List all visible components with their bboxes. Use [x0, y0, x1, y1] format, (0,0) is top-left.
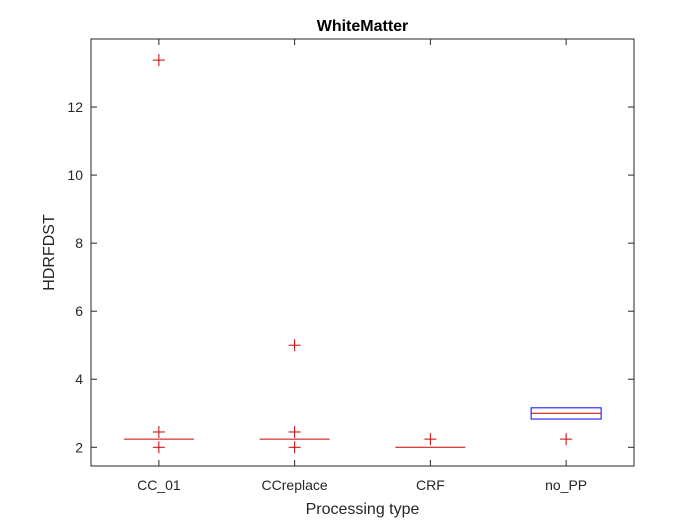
y-axis-label: HDRFDST [41, 214, 58, 291]
x-tick-label: CC_01 [137, 477, 181, 493]
y-tick-label: 12 [67, 99, 83, 115]
box-group [530, 407, 602, 446]
outlier-marker [560, 433, 573, 446]
x-tick-label: CCreplace [262, 477, 328, 493]
x-axis: CC_01 CCreplace CRF no_PP [137, 39, 587, 493]
y-tick-label: 10 [67, 167, 83, 183]
y-tick-label: 2 [75, 439, 83, 455]
outlier-marker [152, 441, 165, 454]
outlier-marker [288, 425, 301, 438]
y-axis: 2 4 6 8 10 12 [67, 99, 634, 455]
x-tick-label: no_PP [545, 477, 587, 493]
chart-title: WhiteMatter [317, 18, 409, 35]
outlier-marker [288, 441, 301, 454]
box-group [395, 433, 466, 448]
y-tick-label: 4 [75, 371, 83, 387]
outlier-marker [152, 54, 165, 67]
x-tick-label: CRF [416, 477, 445, 493]
y-tick-label: 6 [75, 303, 83, 319]
box-group [123, 54, 194, 454]
box-series [123, 54, 602, 454]
outlier-marker [424, 433, 437, 446]
outlier-marker [288, 339, 301, 352]
y-tick-label: 8 [75, 235, 83, 251]
x-axis-label: Processing type [306, 501, 420, 518]
outlier-marker [152, 425, 165, 438]
box-group [259, 339, 330, 454]
plot-area-frame [90, 38, 635, 467]
